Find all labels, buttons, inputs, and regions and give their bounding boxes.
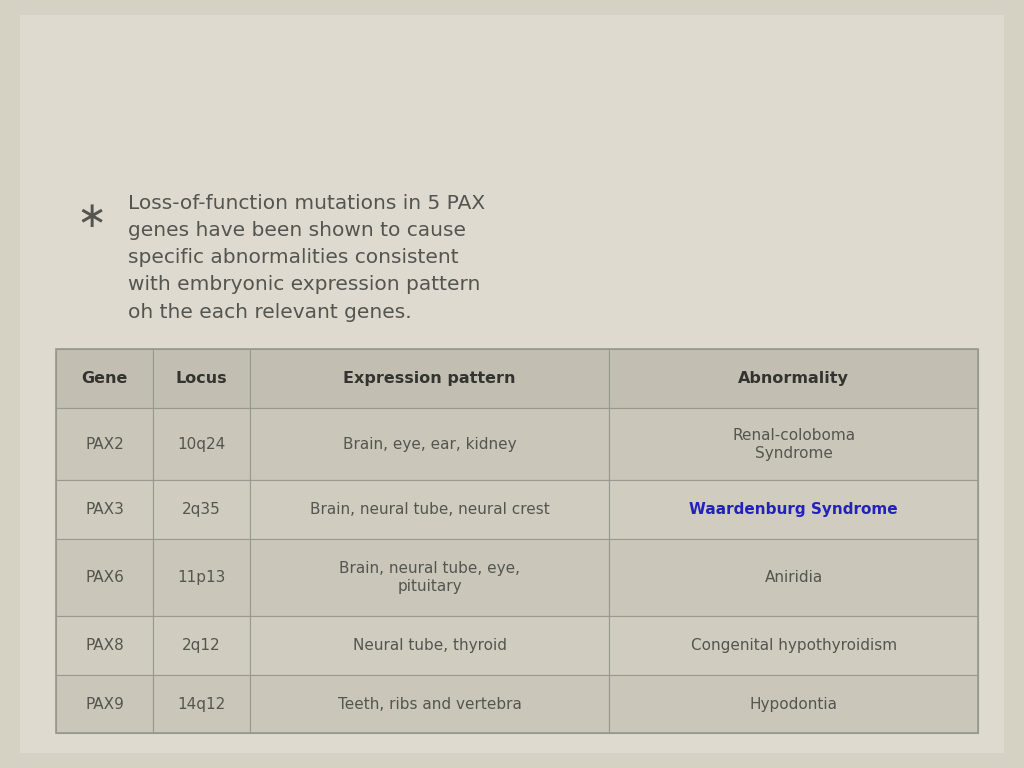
- Text: Teeth, ribs and vertebra: Teeth, ribs and vertebra: [338, 697, 521, 712]
- Text: 2q12: 2q12: [182, 638, 221, 653]
- FancyBboxPatch shape: [250, 481, 609, 539]
- FancyBboxPatch shape: [250, 675, 609, 733]
- Text: PAX3: PAX3: [85, 502, 124, 518]
- FancyBboxPatch shape: [154, 481, 250, 539]
- Text: PAX2: PAX2: [85, 437, 124, 452]
- FancyBboxPatch shape: [609, 481, 978, 539]
- Text: Brain, eye, ear, kidney: Brain, eye, ear, kidney: [343, 437, 516, 452]
- FancyBboxPatch shape: [609, 675, 978, 733]
- FancyBboxPatch shape: [56, 616, 154, 675]
- FancyBboxPatch shape: [250, 349, 609, 408]
- Text: Locus: Locus: [176, 371, 227, 386]
- FancyBboxPatch shape: [154, 349, 250, 408]
- FancyBboxPatch shape: [250, 408, 609, 481]
- Text: Hypodontia: Hypodontia: [750, 697, 838, 712]
- Text: 2q35: 2q35: [182, 502, 221, 518]
- Text: Waardenburg Syndrome: Waardenburg Syndrome: [689, 502, 898, 518]
- Text: Neural tube, thyroid: Neural tube, thyroid: [352, 638, 507, 653]
- FancyBboxPatch shape: [20, 15, 1004, 753]
- FancyBboxPatch shape: [154, 616, 250, 675]
- Text: Brain, neural tube, eye,
pituitary: Brain, neural tube, eye, pituitary: [339, 561, 520, 594]
- Text: Brain, neural tube, neural crest: Brain, neural tube, neural crest: [309, 502, 550, 518]
- FancyBboxPatch shape: [56, 539, 154, 616]
- Text: Congenital hypothyroidism: Congenital hypothyroidism: [690, 638, 897, 653]
- FancyBboxPatch shape: [56, 675, 154, 733]
- FancyBboxPatch shape: [56, 481, 154, 539]
- Text: ∗: ∗: [77, 200, 108, 233]
- FancyBboxPatch shape: [154, 675, 250, 733]
- Text: Loss-of-function mutations in 5 PAX
genes have been shown to cause
specific abno: Loss-of-function mutations in 5 PAX gene…: [128, 194, 485, 322]
- Text: Renal-coloboma
Syndrome: Renal-coloboma Syndrome: [732, 428, 855, 461]
- Text: 14q12: 14q12: [177, 697, 225, 712]
- FancyBboxPatch shape: [154, 408, 250, 481]
- FancyBboxPatch shape: [609, 408, 978, 481]
- FancyBboxPatch shape: [609, 616, 978, 675]
- Text: Gene: Gene: [82, 371, 128, 386]
- Text: Aniridia: Aniridia: [765, 570, 822, 585]
- FancyBboxPatch shape: [56, 349, 154, 408]
- FancyBboxPatch shape: [609, 539, 978, 616]
- FancyBboxPatch shape: [154, 539, 250, 616]
- FancyBboxPatch shape: [250, 616, 609, 675]
- Text: PAX6: PAX6: [85, 570, 124, 585]
- Text: PAX9: PAX9: [85, 697, 124, 712]
- FancyBboxPatch shape: [250, 539, 609, 616]
- Text: Expression pattern: Expression pattern: [343, 371, 516, 386]
- Text: 10q24: 10q24: [177, 437, 225, 452]
- FancyBboxPatch shape: [609, 349, 978, 408]
- Text: Abnormality: Abnormality: [738, 371, 849, 386]
- Text: 11p13: 11p13: [177, 570, 225, 585]
- Text: PAX8: PAX8: [85, 638, 124, 653]
- FancyBboxPatch shape: [56, 408, 154, 481]
